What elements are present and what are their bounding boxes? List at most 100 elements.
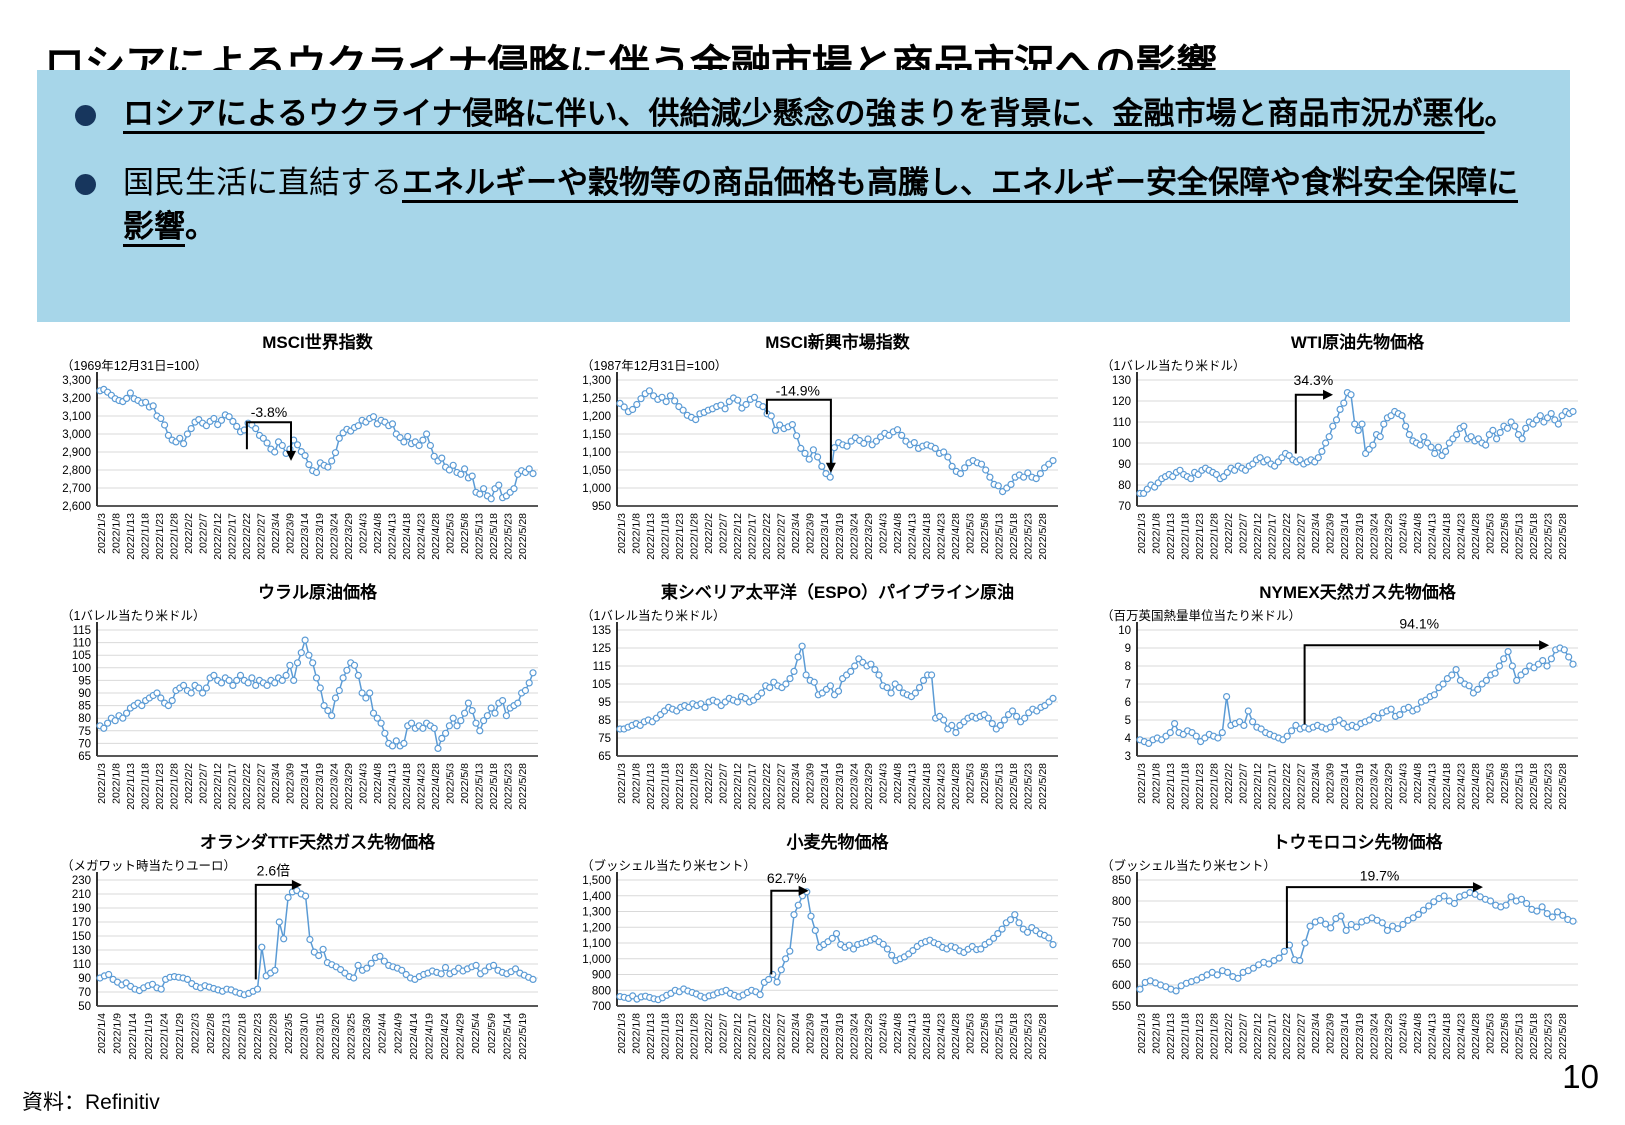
x-tick-label: 2022/2/7 (1238, 513, 1250, 554)
y-tick-label: 1,300 (582, 375, 611, 387)
x-tick-label: 2022/3/29 (1383, 513, 1395, 560)
series-markers (616, 888, 1057, 1004)
x-tick-label: 2022/4/28 (1470, 1013, 1482, 1060)
y-tick-label: 650 (1112, 959, 1131, 971)
x-tick-label: 2022/3/19 (1354, 513, 1366, 560)
x-tick-label: 2022/5/3 (1484, 1013, 1496, 1054)
x-tick-label: 2022/4/18 (921, 763, 933, 810)
x-tick-label: 2022/5/18 (1528, 513, 1540, 560)
summary-callout-box: ロシアによるウクライナ侵略に伴い、供給減少懸念の強まりを背景に、金融市場と商品市… (37, 70, 1570, 322)
y-tick-label: 3,100 (62, 411, 91, 423)
chart-title: 東シベリア太平洋（ESPO）パイプライン原油 (661, 582, 1014, 602)
x-tick-label: 2022/1/18 (140, 513, 152, 560)
x-tick-label: 2022/3/9 (285, 763, 297, 804)
x-tick-label: 2022/4/3 (877, 763, 889, 804)
x-tick-label: 2022/4/3 (1397, 513, 1409, 554)
y-tick-label: 125 (592, 643, 611, 655)
x-tick-label: 2022/5/23 (1542, 1013, 1554, 1060)
x-tick-label: 2022/4/13 (1426, 1013, 1438, 1060)
x-tick-label: 2022/4/24 (439, 1013, 451, 1060)
y-grid (1137, 879, 1578, 986)
chart-unit-label: （1バレル当たり米ドル） (61, 609, 205, 623)
annotation: 2.6倍 (254, 863, 302, 980)
annotation-label: 2.6倍 (257, 863, 290, 879)
x-tick-label: 2022/1/13 (645, 513, 657, 560)
arrowhead-icon (1539, 640, 1550, 651)
x-tick-label: 2022/2/12 (212, 513, 224, 560)
bullet-text: ロシアによるウクライナ侵略に伴い、供給減少懸念の強まりを背景に、金融市場と商品市… (123, 92, 1516, 135)
x-tick-label: 2022/5/18 (488, 763, 500, 810)
x-tick-label: 2022/2/17 (747, 513, 759, 560)
chart-1: 2,600 2,700 2,800 2,900 3,000 3,100 3,200 3,300… (35, 328, 550, 578)
x-tick-label: 2022/5/3 (1484, 513, 1496, 554)
bullet-text-segment: 国民生活に直結する (123, 165, 402, 201)
chart-unit-label: （百万英国熱量単位当たり米ドル） (1101, 608, 1301, 623)
x-tick-label: 2022/3/4 (270, 763, 282, 804)
x-tick-label: 2022/5/28 (1037, 513, 1049, 560)
y-tick-label: 110 (73, 959, 91, 971)
x-tick-label: 2022/3/4 (270, 513, 282, 554)
x-tick-label: 2022/5/23 (1022, 1013, 1034, 1060)
chart-unit-label: （1バレル当たり米ドル） (581, 609, 725, 623)
x-tick-label: 2022/3/10 (299, 1013, 311, 1060)
x-tick-label: 2022/3/19 (314, 763, 326, 810)
x-tick-label: 2022/4/8 (1412, 1013, 1424, 1054)
x-axis-labels: 2022/1/3 2022/1/8 2022/1/13 2022/1/18 2022/1… (1136, 1013, 1569, 1060)
y-tick-label: 105 (72, 650, 91, 662)
y-tick-label: 1,300 (582, 907, 611, 919)
x-tick-label: 2022/4/13 (386, 513, 398, 560)
x-tick-label: 2022/3/30 (361, 1013, 373, 1060)
x-tick-label: 2022/4/3 (357, 763, 369, 804)
y-tick-label: 110 (1113, 417, 1131, 429)
x-tick-label: 2022/2/12 (1252, 513, 1264, 560)
x-tick-label: 2022/1/3 (1136, 1013, 1148, 1054)
x-tick-label: 2022/2/27 (776, 763, 788, 810)
y-tick-label: 90 (78, 688, 91, 700)
y-grid (617, 379, 1058, 489)
x-tick-label: 2022/3/19 (834, 1013, 846, 1060)
x-tick-label: 2022/2/7 (198, 763, 210, 804)
x-tick-label: 2022/2/7 (1238, 1013, 1250, 1054)
x-tick-label: 2022/1/18 (660, 513, 672, 560)
y-tick-label: 5 (1125, 715, 1131, 727)
y-tick-label: 2,700 (62, 483, 91, 495)
series-markers (96, 886, 537, 999)
x-tick-label: 2022/3/4 (1310, 1013, 1322, 1054)
x-tick-label: 2022/2/12 (732, 513, 744, 560)
y-tick-label: 4 (1125, 733, 1132, 745)
x-tick-label: 2022/1/18 (660, 1013, 672, 1060)
x-tick-label: 2022/3/4 (790, 763, 802, 804)
x-tick-label: 2022/3/9 (285, 513, 297, 554)
x-tick-label: 2022/3/24 (848, 763, 860, 810)
annotation-label: -14.9% (776, 383, 820, 399)
y-axis-labels: 550 600 650 700 750 800 850 (1112, 875, 1131, 1013)
x-tick-label: 2022/1/28 (169, 763, 181, 810)
chart-title: MSCI世界指数 (262, 332, 373, 352)
x-tick-label: 2022/1/8 (1151, 763, 1163, 804)
x-tick-label: 2022/3/24 (1368, 1013, 1380, 1060)
x-tick-label: 2022/4/3 (1397, 763, 1409, 804)
x-tick-label: 2022/2/22 (1281, 513, 1293, 560)
x-tick-label: 2022/2/22 (1281, 763, 1293, 810)
x-tick-label: 2022/3/4 (790, 513, 802, 554)
x-tick-label: 2022/3/14 (819, 763, 831, 810)
x-tick-label: 2022/1/23 (1194, 763, 1206, 810)
annotation: -3.8% (245, 404, 297, 461)
y-tick-label: 1,100 (582, 447, 611, 459)
chart-title: 小麦先物価格 (787, 832, 890, 852)
y-grid (1137, 629, 1578, 739)
x-tick-label: 2022/1/3 (96, 513, 108, 554)
y-tick-label: 135 (592, 625, 611, 637)
x-tick-label: 2022/5/18 (1528, 763, 1540, 810)
x-tick-label: 2022/4/3 (877, 1013, 889, 1054)
x-tick-label: 2022/5/23 (502, 763, 514, 810)
x-tick-label: 2022/5/18 (488, 513, 500, 560)
x-tick-label: 2022/5/18 (1008, 513, 1020, 560)
x-tick-label: 2022/2/18 (236, 1013, 248, 1060)
x-tick-label: 2022/1/13 (125, 763, 137, 810)
x-tick-label: 2022/4/23 (1455, 763, 1467, 810)
